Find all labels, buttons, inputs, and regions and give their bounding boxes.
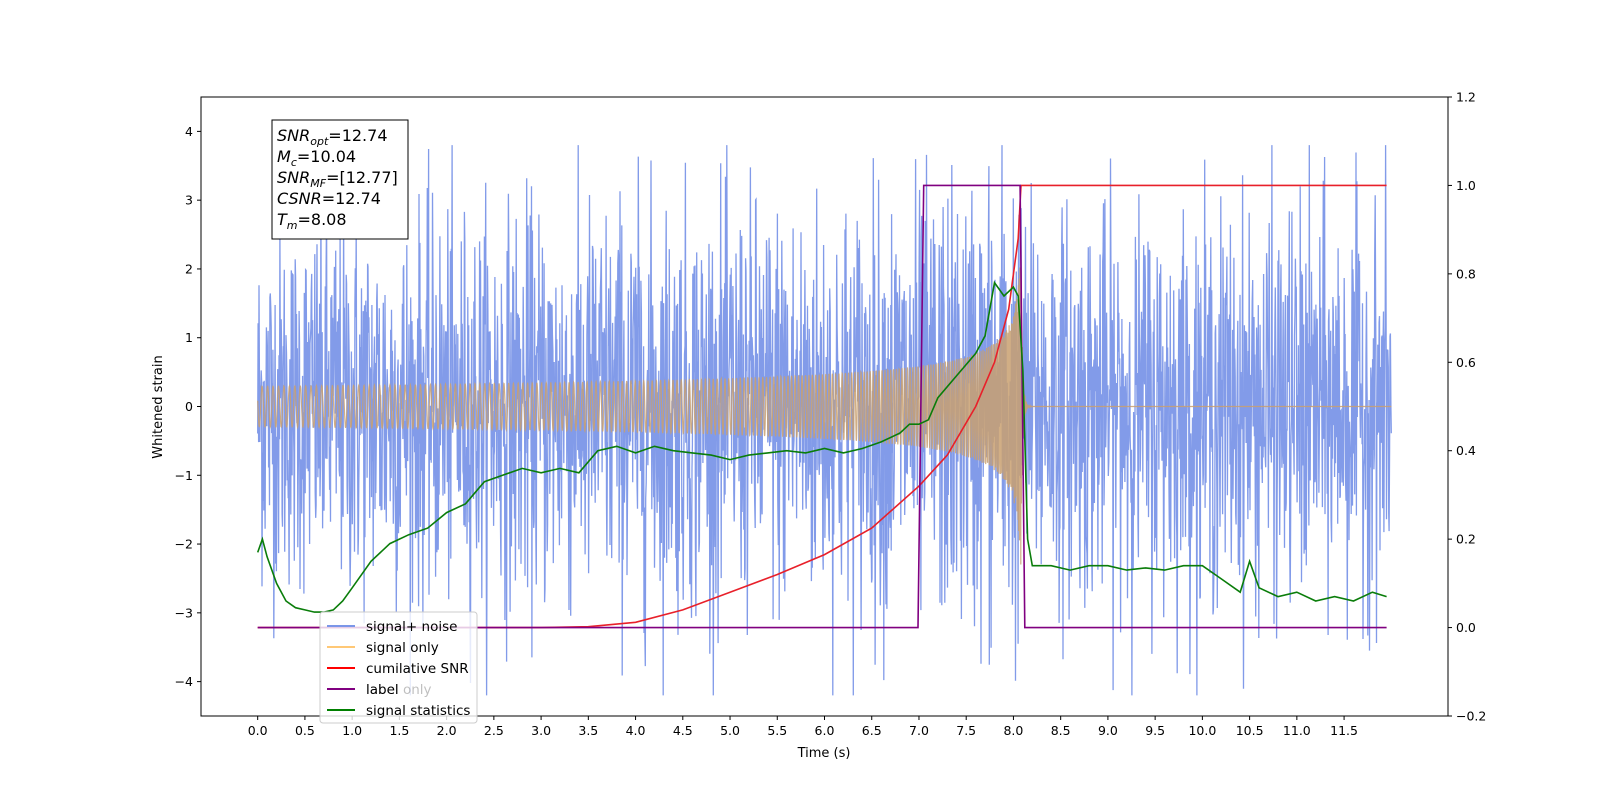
y-left-tick-label: 4: [185, 124, 193, 139]
y-right-tick-label: 0.2: [1456, 532, 1476, 547]
signal-statistics-line: [256, 280, 1387, 613]
x-tick-label: 1.0: [342, 723, 362, 738]
x-tick-label: 0.0: [248, 723, 268, 738]
x-tick-label: 7.0: [909, 723, 929, 738]
legend-label: signal only: [366, 640, 439, 656]
legend-label: label: [366, 682, 399, 698]
x-tick-label: 1.5: [389, 723, 409, 738]
x-tick-label: 4.0: [626, 723, 646, 738]
y-right-tick-label: 1.2: [1456, 90, 1476, 105]
y-left-tick-label: 1: [185, 330, 193, 345]
y-axis-left: 4 3 2 1 0 −1 −2 −3 −4: [175, 124, 201, 689]
annotation-box: SNRopt=12.74Mc=10.04SNRMF=[12.77]CSNR=12…: [271, 119, 409, 240]
annotation-line: CSNR=12.74: [277, 189, 381, 208]
annotation-line: SNRopt=12.74: [277, 126, 388, 148]
y-right-tick-label: −0.2: [1456, 709, 1486, 724]
legend-label: signal+ noise: [366, 619, 457, 635]
legend-hidden-label: label only: [366, 682, 432, 698]
x-tick-label: 7.5: [956, 723, 976, 738]
x-tick-label: 5.0: [720, 723, 740, 738]
x-tick-label: 6.5: [862, 723, 882, 738]
x-tick-label: 8.0: [1003, 723, 1023, 738]
x-tick-label: 11.5: [1330, 723, 1358, 738]
y-left-tick-label: −3: [175, 605, 193, 620]
y-right-tick-label: 1.0: [1456, 178, 1476, 193]
legend-label: cumilative SNR: [366, 661, 469, 677]
x-tick-label: 11.0: [1283, 723, 1311, 738]
y-left-tick-label: 2: [185, 261, 193, 276]
y-right-tick-label: 0.4: [1456, 443, 1476, 458]
x-tick-label: 9.0: [1098, 723, 1118, 738]
x-tick-label: 3.5: [578, 723, 598, 738]
y-right-tick-label: 0.6: [1456, 355, 1476, 370]
y-left-tick-label: −2: [175, 537, 193, 552]
y-right-tick-label: 0.8: [1456, 266, 1476, 281]
y-axis-label: Whitened strain: [151, 355, 166, 458]
signal-only-line: [257, 267, 1392, 565]
x-tick-label: 6.0: [815, 723, 835, 738]
x-axis-label: Time (s): [797, 746, 851, 761]
y-right-tick-label: 0.0: [1456, 620, 1476, 635]
x-axis: 0.0 0.5 1.0 1.5 2.0 2.5 3.0 3.5 4.0 4.5 5.0 5.5 6.0 6…: [248, 716, 1358, 738]
x-tick-label: 8.5: [1051, 723, 1071, 738]
x-tick-label: 0.5: [295, 723, 315, 738]
annotation-line: Tm=8.08: [277, 210, 347, 232]
x-tick-label: 9.5: [1145, 723, 1165, 738]
series-layer: [256, 145, 1392, 696]
y-axis-right: 1.2 1.0 0.8 0.6 0.4 0.2 0.0 −0.2: [1448, 90, 1486, 724]
annotation-frame: [271, 119, 409, 240]
x-tick-label: 10.0: [1188, 723, 1216, 738]
y-left-tick-label: 0: [185, 399, 193, 414]
annotation-line: SNRMF=[12.77]: [277, 168, 398, 190]
x-tick-label: 4.5: [673, 723, 693, 738]
x-tick-label: 10.5: [1236, 723, 1264, 738]
x-tick-label: 2.0: [437, 723, 457, 738]
cumulative-snr-line: [257, 184, 1387, 629]
y-left-tick-label: −4: [175, 674, 193, 689]
annotation-line: Mc=10.04: [277, 147, 356, 169]
y-left-tick-label: −1: [175, 468, 193, 483]
label-line: [257, 184, 1387, 629]
x-tick-label: 3.0: [531, 723, 551, 738]
legend-frame: [319, 611, 478, 724]
x-tick-label: 5.5: [767, 723, 787, 738]
legend-label: signal statistics: [366, 703, 470, 719]
y-left-tick-label: 3: [185, 193, 193, 208]
x-tick-label: 2.5: [484, 723, 504, 738]
legend: signal+ noise signal only cumilative SNR la…: [319, 611, 478, 724]
